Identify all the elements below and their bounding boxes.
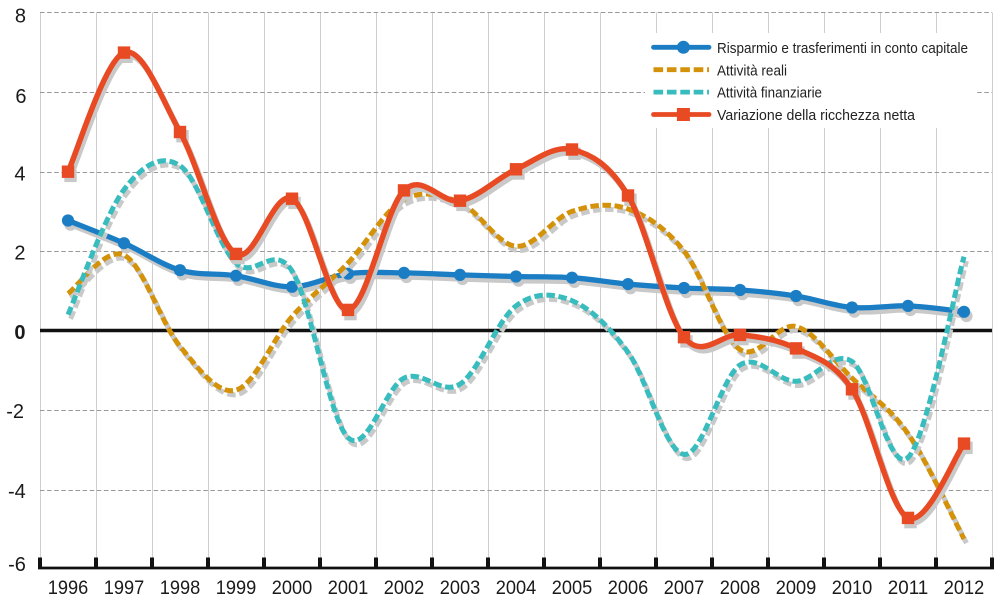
svg-text:Attività reali: Attività reali bbox=[717, 62, 787, 79]
svg-text:-2: -2 bbox=[6, 401, 24, 423]
svg-text:2008: 2008 bbox=[720, 578, 761, 599]
svg-text:2: 2 bbox=[14, 243, 25, 265]
svg-text:1997: 1997 bbox=[104, 578, 145, 599]
svg-text:1998: 1998 bbox=[160, 578, 201, 599]
svg-text:2012: 2012 bbox=[944, 578, 985, 599]
svg-text:-6: -6 bbox=[8, 554, 26, 576]
svg-text:-4: -4 bbox=[8, 481, 26, 503]
svg-text:2004: 2004 bbox=[496, 578, 537, 599]
svg-text:Attività finanziarie: Attività finanziarie bbox=[717, 85, 822, 102]
svg-text:2007: 2007 bbox=[664, 578, 705, 599]
svg-text:1999: 1999 bbox=[216, 578, 257, 599]
svg-text:Risparmio e trasferimenti in c: Risparmio e trasferimenti in conto capit… bbox=[717, 40, 968, 57]
svg-text:6: 6 bbox=[15, 86, 26, 108]
svg-text:2002: 2002 bbox=[384, 578, 425, 599]
svg-text:4: 4 bbox=[14, 163, 25, 185]
svg-text:2005: 2005 bbox=[552, 578, 593, 599]
svg-text:2000: 2000 bbox=[272, 578, 313, 599]
svg-text:1996: 1996 bbox=[48, 578, 89, 599]
svg-text:2011: 2011 bbox=[888, 578, 929, 599]
svg-text:8: 8 bbox=[15, 6, 26, 28]
svg-text:2010: 2010 bbox=[832, 578, 873, 599]
svg-text:2001: 2001 bbox=[328, 578, 369, 599]
svg-text:0: 0 bbox=[14, 322, 25, 344]
svg-text:2009: 2009 bbox=[776, 578, 817, 599]
svg-text:Variazione della ricchezza net: Variazione della ricchezza netta bbox=[717, 107, 916, 124]
svg-text:2006: 2006 bbox=[608, 578, 649, 599]
svg-text:2003: 2003 bbox=[440, 578, 481, 599]
